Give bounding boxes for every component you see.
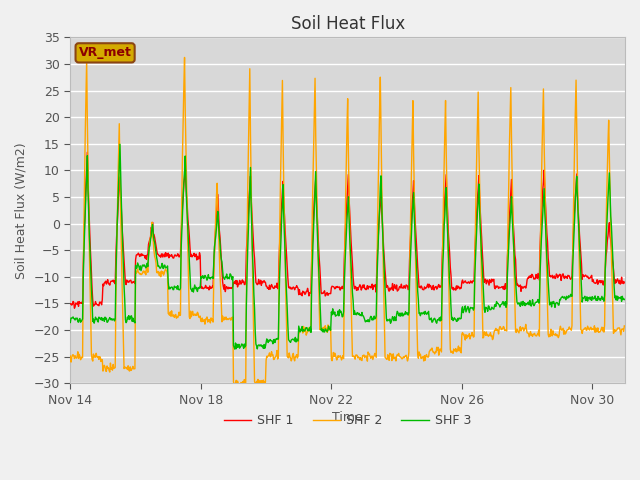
SHF 3	[131, 318, 138, 324]
SHF 3	[621, 297, 628, 302]
SHF 3	[116, 142, 124, 147]
SHF 3	[67, 320, 74, 325]
SHF 3	[355, 312, 362, 317]
SHF 3	[402, 309, 410, 314]
SHF 2	[355, 354, 362, 360]
X-axis label: Time: Time	[332, 411, 363, 424]
Title: Soil Heat Flux: Soil Heat Flux	[291, 15, 404, 33]
SHF 2	[67, 353, 74, 359]
Line: SHF 3: SHF 3	[70, 144, 625, 349]
SHF 2	[141, 268, 149, 274]
SHF 1	[70, 305, 78, 311]
SHF 1	[492, 286, 499, 292]
SHF 1	[180, 180, 188, 186]
SHF 1	[67, 301, 74, 307]
SHF 1	[83, 149, 91, 155]
SHF 2	[492, 327, 499, 333]
Text: VR_met: VR_met	[79, 47, 132, 60]
Y-axis label: Soil Heat Flux (W/m2): Soil Heat Flux (W/m2)	[15, 142, 28, 278]
SHF 2	[180, 55, 188, 60]
SHF 3	[179, 192, 187, 198]
SHF 2	[130, 366, 138, 372]
SHF 3	[231, 346, 239, 352]
SHF 2	[402, 354, 410, 360]
SHF 1	[621, 279, 628, 285]
Line: SHF 2: SHF 2	[70, 58, 625, 387]
SHF 1	[143, 256, 150, 262]
Legend: SHF 1, SHF 2, SHF 3: SHF 1, SHF 2, SHF 3	[219, 409, 477, 432]
Line: SHF 1: SHF 1	[70, 152, 625, 308]
SHF 2	[621, 323, 628, 329]
SHF 3	[142, 265, 150, 271]
SHF 2	[236, 384, 244, 390]
SHF 1	[355, 285, 362, 291]
SHF 1	[131, 281, 139, 287]
SHF 2	[179, 151, 186, 156]
SHF 1	[402, 286, 410, 291]
SHF 3	[492, 301, 499, 307]
